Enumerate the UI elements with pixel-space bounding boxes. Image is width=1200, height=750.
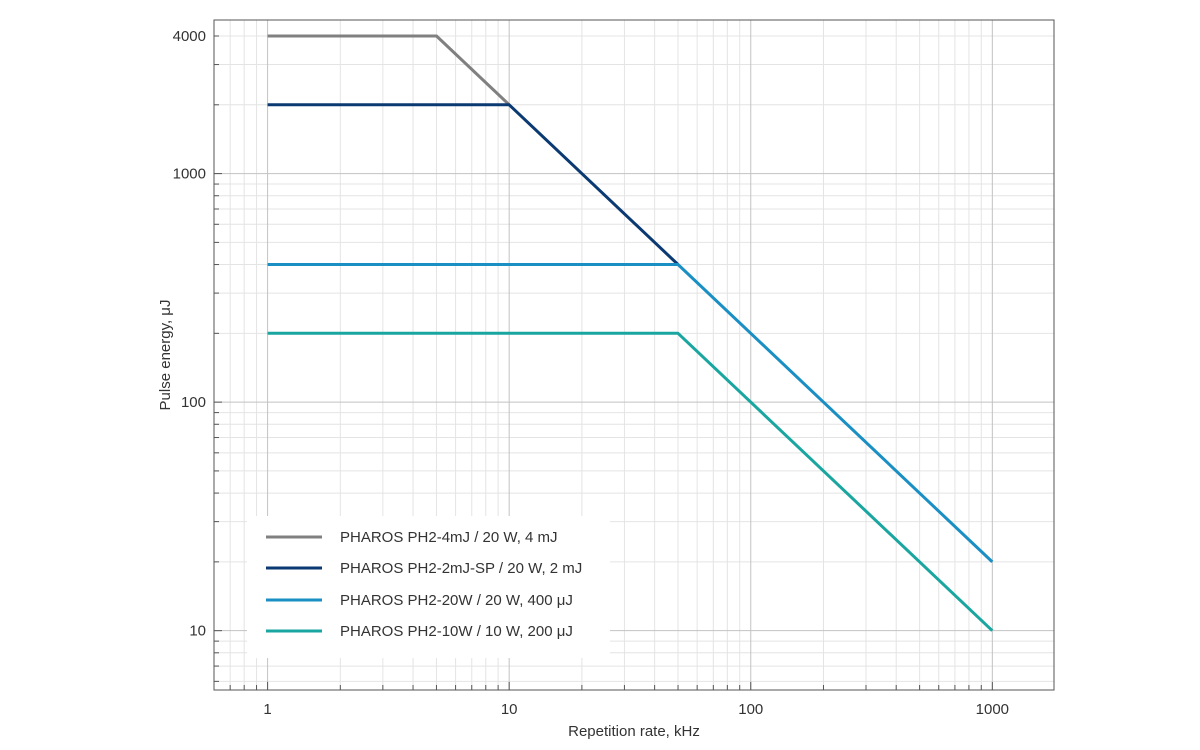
series-line-2 — [267, 263, 994, 563]
y-axis-ticks: 10 100 1000 4000 — [173, 28, 222, 682]
y-tick-label: 100 — [181, 394, 206, 411]
x-tick-label: 1000 — [976, 701, 1009, 718]
y-tick-label: 1000 — [173, 166, 206, 183]
legend-box — [247, 516, 610, 658]
series-line-0 — [267, 34, 511, 106]
legend-label-ph2-10w: PHAROS PH2-10W / 10 W, 200 μJ — [340, 623, 573, 640]
x-axis-title: Repetition rate, kHz — [568, 723, 700, 740]
x-tick-label: 100 — [738, 701, 763, 718]
legend-label-ph2-20w: PHAROS PH2-20W / 20 W, 400 μJ — [340, 592, 573, 609]
legend: PHAROS PH2-4mJ / 20 W, 4 mJ PHAROS PH2-2… — [247, 516, 610, 658]
legend-label-ph2-2mj-sp: PHAROS PH2-2mJ-SP / 20 W, 2 mJ — [340, 560, 582, 577]
x-tick-label: 1 — [263, 701, 271, 718]
series-line-3 — [267, 331, 994, 632]
series-line-1 — [267, 103, 680, 266]
y-tick-label: 4000 — [173, 28, 206, 45]
y-tick-label: 10 — [189, 623, 206, 640]
x-axis-ticks: 1 10 100 1000 — [213, 682, 1009, 718]
x-tick-label: 10 — [501, 701, 518, 718]
series-lines — [267, 34, 994, 632]
legend-label-ph2-4mj: PHAROS PH2-4mJ / 20 W, 4 mJ — [340, 529, 558, 546]
plot-frame — [213, 19, 1055, 691]
y-axis-title: Pulse energy, μJ — [157, 300, 174, 411]
